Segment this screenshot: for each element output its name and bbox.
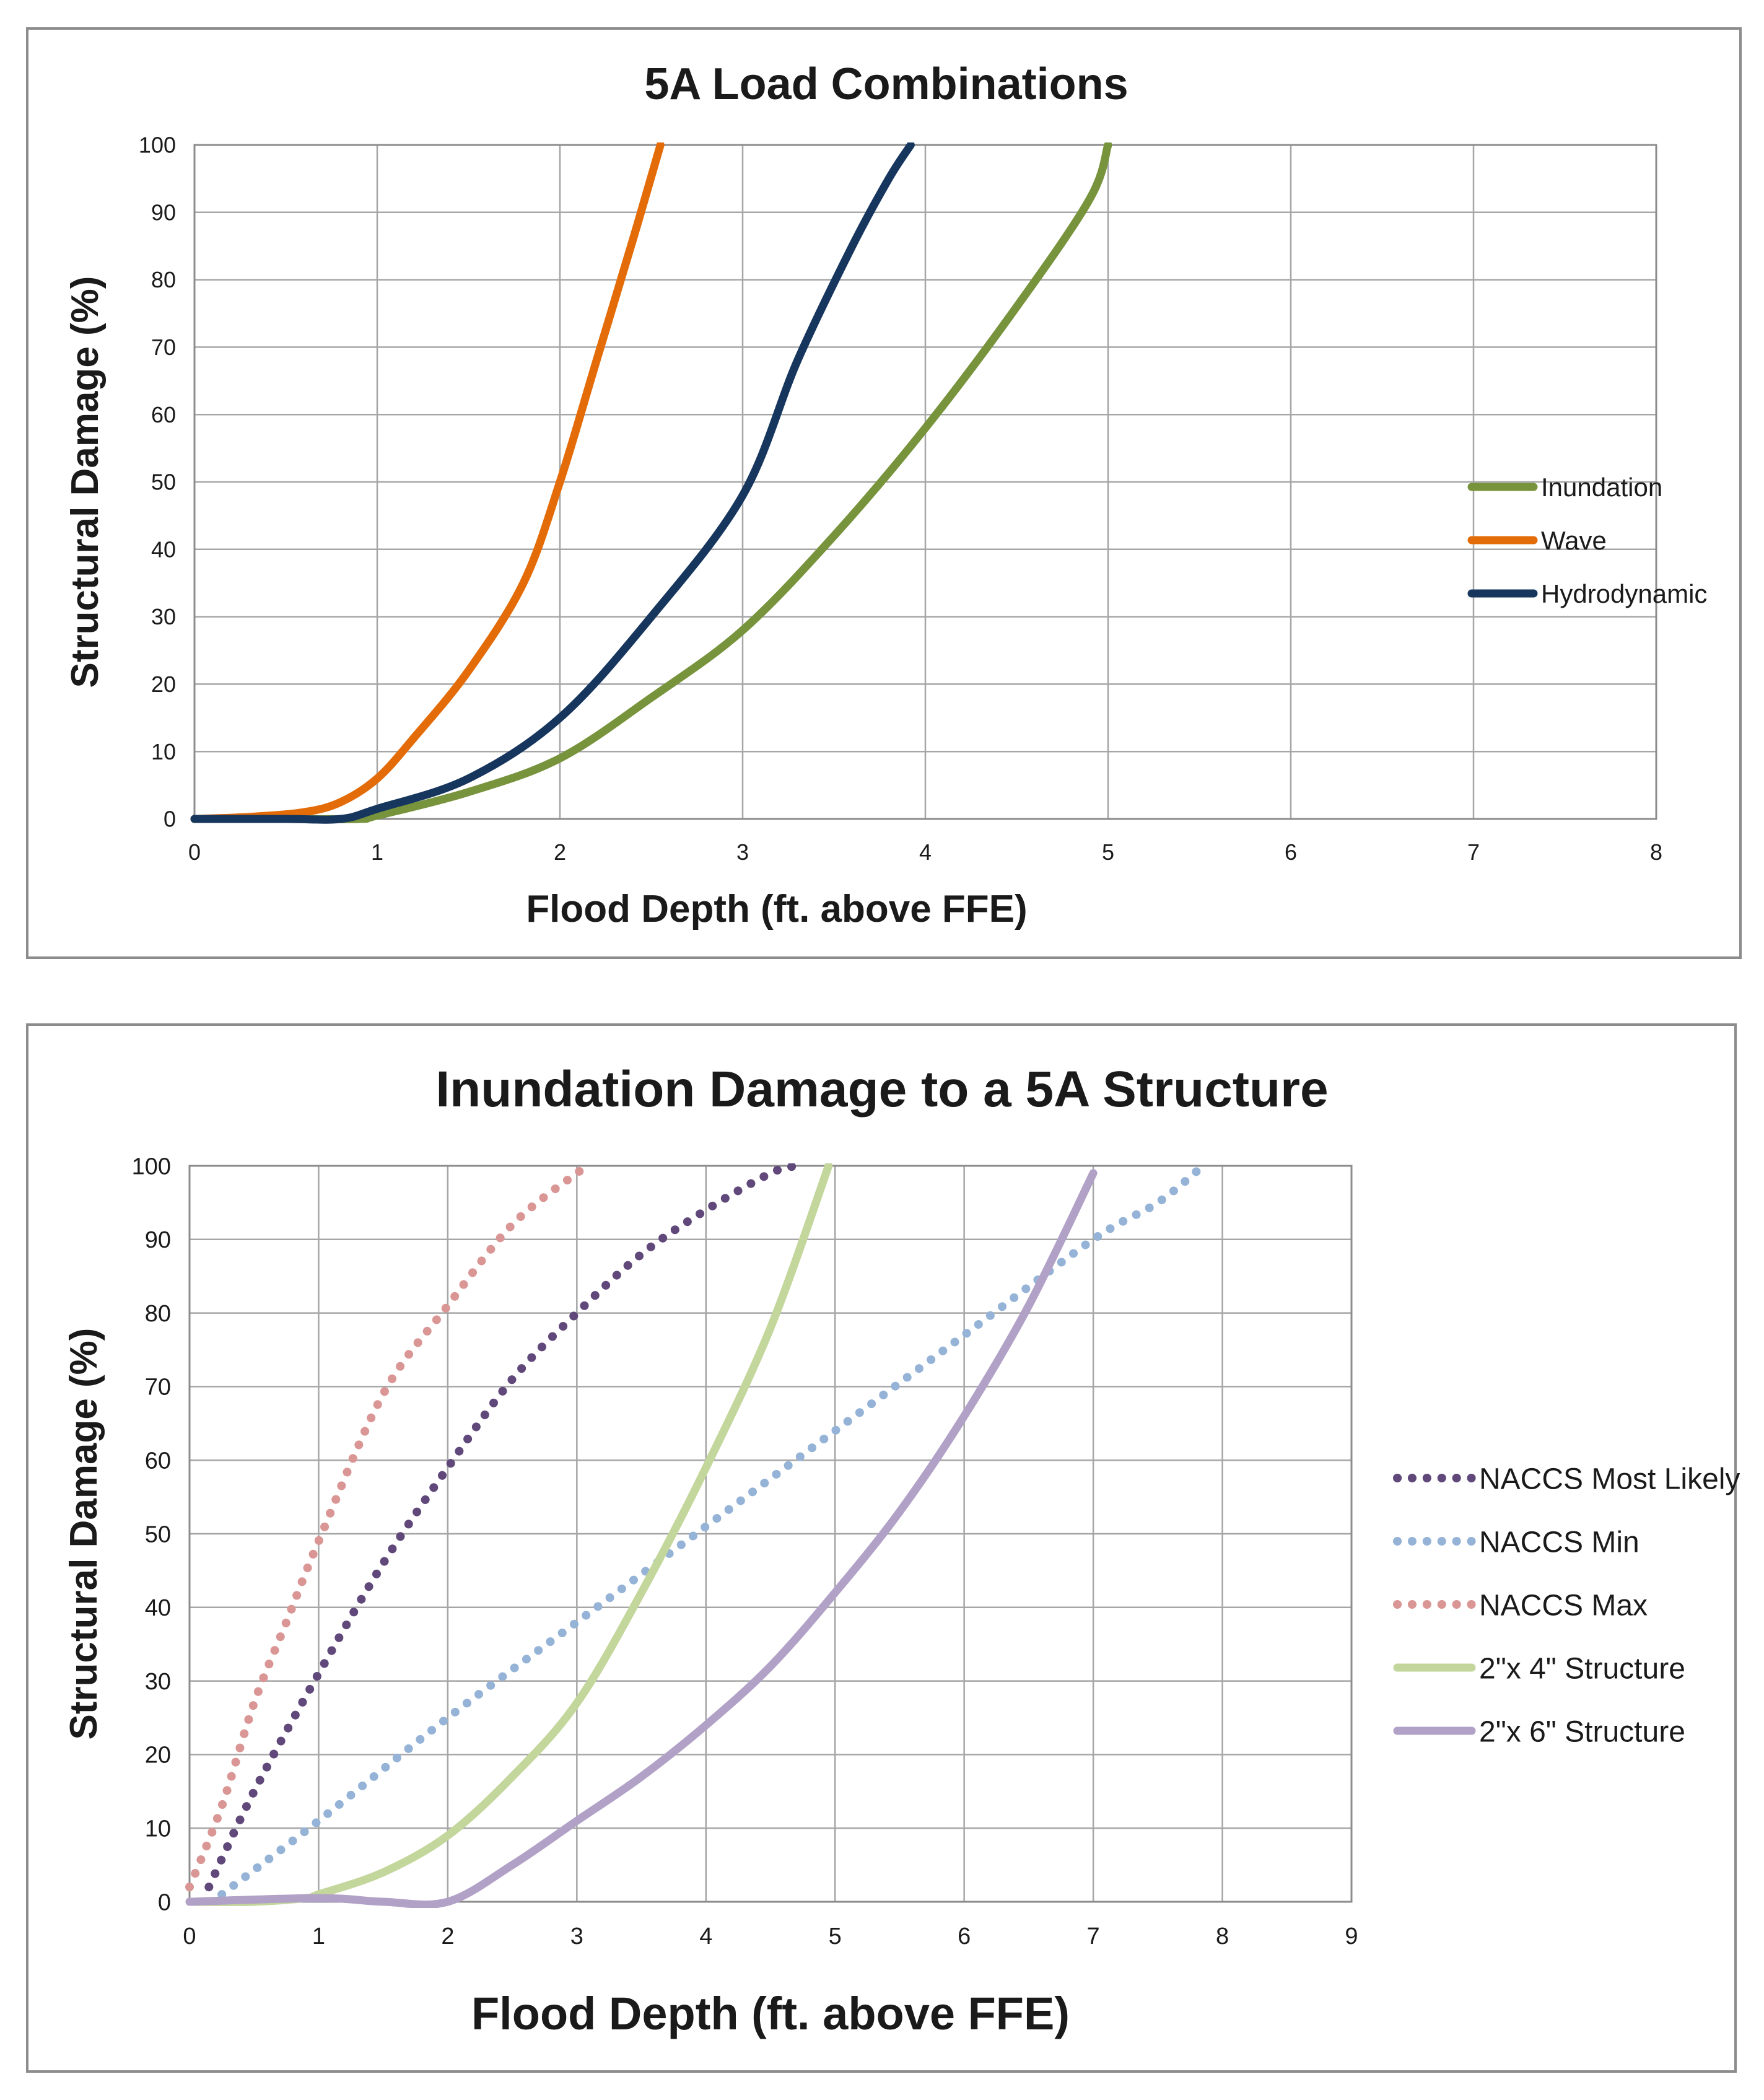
series-line-2-x-6-structure <box>185 1169 1098 1908</box>
y-tick-label: 60 <box>145 1448 171 1474</box>
y-tick-label: 50 <box>145 1521 171 1547</box>
legend-label-naccs-most-likely: NACCS Most Likely <box>1479 1463 1740 1495</box>
x-tick-label: 8 <box>1216 1923 1229 1949</box>
x-axis-title: Flood Depth (ft. above FFE) <box>471 1988 1070 2039</box>
y-axis-title: Structural Damage (%) <box>63 1328 105 1740</box>
gridlines <box>193 144 1657 820</box>
series-line-naccs-max <box>185 1163 595 1892</box>
y-tick-label: 10 <box>151 739 176 764</box>
series-line-wave <box>190 142 665 823</box>
y-tick-label: 10 <box>145 1816 171 1842</box>
x-tick-label: 7 <box>1087 1923 1100 1949</box>
y-tick-label: 40 <box>151 536 176 562</box>
legend-label-inundation: Inundation <box>1541 473 1662 502</box>
legend-label-wave: Wave <box>1541 526 1607 555</box>
y-tick-label: 60 <box>151 402 176 427</box>
plot-area <box>193 144 1657 820</box>
y-axis-title: Structural Damage (%) <box>64 276 107 688</box>
x-tick-label: 5 <box>829 1923 842 1949</box>
legend: Inundation Wave Hydrodynamic <box>1467 473 1707 608</box>
legend-label-2-x-4-structure: 2"x 4" Structure <box>1479 1652 1685 1685</box>
x-tick-label: 6 <box>1285 839 1297 865</box>
y-tick-label: 40 <box>145 1595 171 1621</box>
y-tick-label: 70 <box>145 1375 171 1401</box>
series-line-naccs-most-likely <box>204 1163 801 1892</box>
x-tick-label: 0 <box>183 1923 196 1949</box>
series-line-inundation <box>190 142 1112 823</box>
chart-inundation-damage: Inundation Damage to a 5A Structure01020… <box>63 1061 1740 2039</box>
y-tick-label: 30 <box>145 1669 171 1695</box>
series-line-naccs-min <box>217 1163 1208 1899</box>
x-tick-label: 4 <box>699 1923 712 1949</box>
series-line-hydrodynamic <box>190 142 915 824</box>
legend-label-naccs-min: NACCS Min <box>1479 1526 1640 1559</box>
chart-load-combinations: 5A Load Combinations01020304050607080901… <box>64 59 1707 930</box>
y-tick-label: 0 <box>158 1889 171 1915</box>
y-tick-label: 100 <box>132 1153 171 1179</box>
x-tick-label: 3 <box>570 1923 583 1949</box>
y-tick-label: 20 <box>151 672 176 697</box>
gridlines <box>188 1165 1353 1903</box>
chart-panel-load-combinations: 5A Load Combinations 0 10 20 30 40 50 60 70 80 90 1… <box>26 27 1742 959</box>
x-tick-label: 2 <box>554 839 566 865</box>
legend-label-hydrodynamic: Hydrodynamic <box>1541 579 1707 608</box>
y-tick-label: 80 <box>145 1301 171 1327</box>
y-tick-label: 30 <box>151 604 176 629</box>
x-tick-label: 3 <box>736 839 749 865</box>
x-tick-label: 4 <box>919 839 932 865</box>
x-tick-label: 5 <box>1102 839 1114 865</box>
x-axis-title: Flood Depth (ft. above FFE) <box>526 888 1027 930</box>
x-tick-label: 2 <box>441 1923 454 1949</box>
x-tick-label: 6 <box>958 1923 971 1949</box>
legend-label-2-x-6-structure: 2"x 6" Structure <box>1479 1715 1685 1748</box>
y-tick-label: 70 <box>151 335 176 360</box>
y-tick-label: 80 <box>151 267 176 292</box>
y-tick-label: 90 <box>145 1227 171 1253</box>
legend-label-naccs-max: NACCS Max <box>1479 1589 1648 1622</box>
chart-panel-inundation-damage: Inundation Damage to a 5A Structure 0 10 20… <box>26 1023 1740 2073</box>
y-tick-label: 0 <box>164 807 176 832</box>
x-tick-label: 0 <box>188 839 201 865</box>
x-tick-label: 9 <box>1345 1923 1358 1949</box>
chart-title: 5A Load Combinations <box>644 59 1128 109</box>
plot-area <box>188 1165 1353 1903</box>
x-tick-label: 7 <box>1467 839 1480 865</box>
y-tick-label: 20 <box>145 1743 171 1769</box>
y-tick-label: 100 <box>139 133 176 158</box>
legend: NACCS Most Likely NACCS Min NACCS Max 2"x 4… <box>1393 1463 1740 1748</box>
x-tick-label: 1 <box>371 839 383 865</box>
x-tick-label: 8 <box>1650 839 1662 865</box>
y-tick-label: 50 <box>151 470 176 495</box>
chart-title: Inundation Damage to a 5A Structure <box>435 1061 1328 1118</box>
y-tick-label: 90 <box>151 199 176 225</box>
x-tick-label: 1 <box>312 1923 325 1949</box>
